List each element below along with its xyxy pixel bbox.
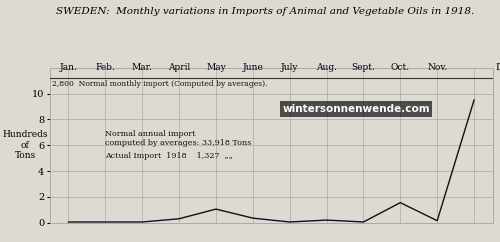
Text: Oct.: Oct. [390,63,410,72]
Text: Mar.: Mar. [132,63,152,72]
Text: Feb.: Feb. [96,63,115,72]
Text: Nov.: Nov. [427,63,448,72]
Text: computed by averages: 33,918 Tons: computed by averages: 33,918 Tons [106,139,252,147]
Text: June: June [242,63,263,72]
Text: SWEDEN:  Monthly variations in Imports of Animal and Vegetable Oils in 1918.: SWEDEN: Monthly variations in Imports of… [56,7,474,16]
Text: Actual Import  1918    1,327  „„: Actual Import 1918 1,327 „„ [106,152,234,160]
Text: wintersonnenwende.com: wintersonnenwende.com [282,104,430,114]
Text: May: May [206,63,226,72]
Text: Jan.: Jan. [60,63,78,72]
Text: April: April [168,63,190,72]
Text: July: July [281,63,298,72]
Text: Dec.: Dec. [495,63,500,72]
Text: Sept.: Sept. [352,63,376,72]
Text: Normal annual import: Normal annual import [106,130,196,138]
Text: Hundreds
of
Tons: Hundreds of Tons [2,130,48,160]
Text: 2,800  Normal monthly import (Computed by averages).: 2,800 Normal monthly import (Computed by… [52,80,268,88]
Text: Aug.: Aug. [316,63,337,72]
